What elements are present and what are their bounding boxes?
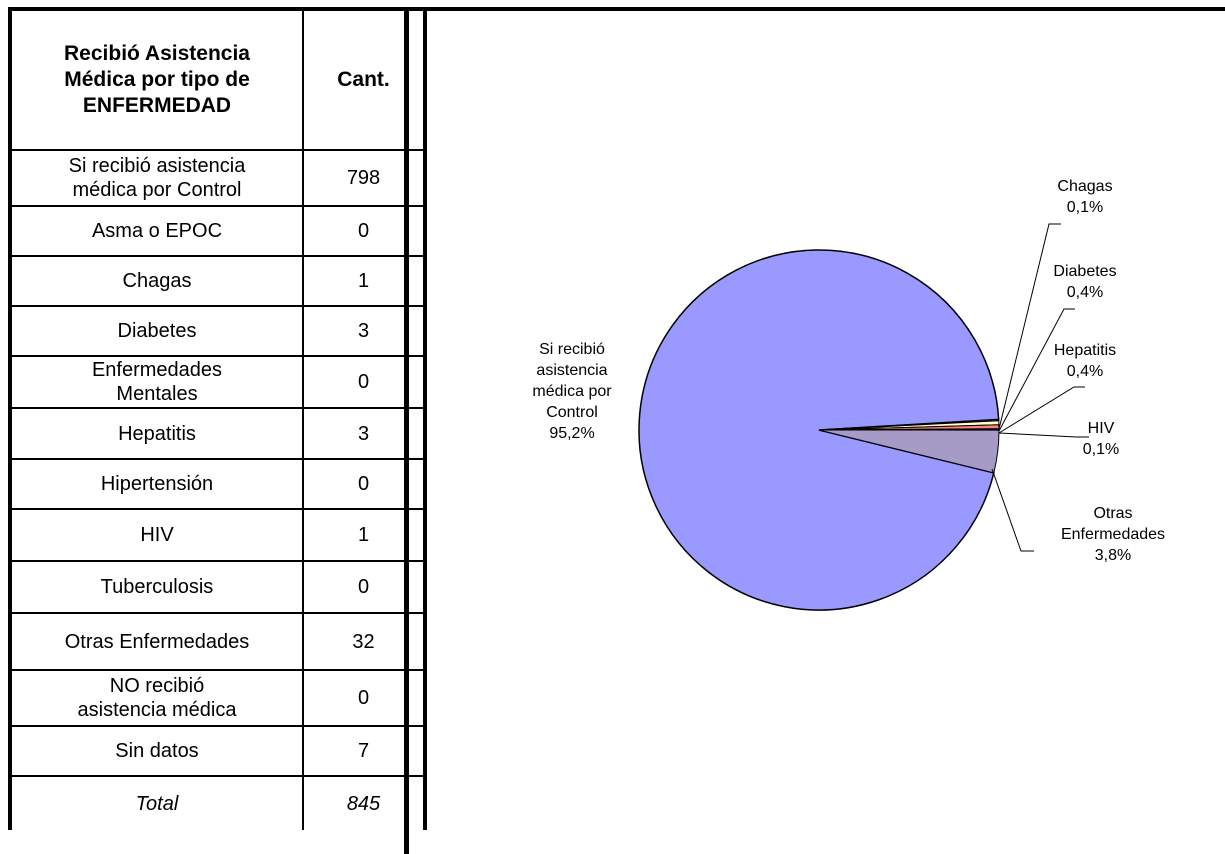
pie-label: 95,2% [549,425,594,442]
row-label: Sin datos [8,725,304,777]
row-label: Otras Enfermedades [8,612,304,671]
row-label-line: NO recibió [109,675,205,697]
leader-line [991,468,1034,552]
pie-label: Enfermedades [1061,526,1165,543]
row-label-line: Diabetes [117,320,197,342]
leader-line [998,308,1075,432]
table-row: Tuberculosis 0 [8,560,427,614]
pie-slice-si-recibi-asistencia-m-dica-por-control [638,249,1000,611]
row-label-line: Chagas [122,270,192,292]
row-label: Asma o EPOC [8,205,304,257]
pie-label: Hepatitis [1054,342,1116,359]
row-label-line: Hipertensión [100,473,214,495]
row-label: Hipertensión [8,458,304,510]
table-row: Asma o EPOC 0 [8,205,427,257]
row-label-line: asistencia médica [77,699,237,721]
total-label: Total [8,775,304,830]
leader-line [998,223,1061,430]
pie-label: asistencia [536,362,607,379]
column-separator [404,9,409,854]
table-row: Otras Enfermedades 32 [8,612,427,671]
row-label: NO recibió asistencia médica [8,669,304,727]
table-row: NO recibió asistencia médica 0 [8,669,427,727]
pie-label: médica por [532,383,612,400]
table-row: Sin datos 7 [8,725,427,777]
table-row: Si recibió asistencia médica por Control 7… [8,149,427,207]
leader-line [998,432,1089,438]
header-category: Recibió Asistencia Médica por tipo de ENFE… [8,9,304,151]
pie-label: 3,8% [1095,547,1131,564]
row-label-line: Otras Enfermedades [64,630,250,653]
row-label: Si recibió asistencia médica por Control [8,149,304,207]
leader-line [998,386,1085,434]
header-category-line: Recibió Asistencia [64,42,250,65]
pie-label: 0,4% [1067,284,1103,301]
row-label-line: Hepatitis [118,422,196,445]
row-label-line: médica por Control [72,179,242,201]
pie-label: Diabetes [1053,263,1116,280]
header-category-line: ENFERMEDAD [82,94,232,117]
table-row: Diabetes 3 [8,305,427,357]
row-label-line: Mentales [116,383,198,405]
pie-label: 0,4% [1067,363,1103,380]
pie-label: 0,1% [1083,441,1119,458]
row-label: Hepatitis [8,407,304,460]
pie-label: Si recibió [539,341,605,358]
total-row: Total 845 [8,775,427,830]
pie-chart: Si recibió asistencia médica por Control 95,… [532,178,1165,611]
row-label-line: Si recibió asistencia [68,155,246,177]
row-label-line: Enfermedades [91,359,223,381]
table-row: Enfermedades Mentales 0 [8,355,427,409]
pie-label: Control [546,404,598,421]
data-table: Recibió Asistencia Médica por tipo de ENFE… [8,9,427,830]
table-row: Hipertensión 0 [8,458,427,510]
row-label: Chagas [8,255,304,307]
row-label: Tuberculosis [8,560,304,614]
page-frame [8,7,1225,854]
pie-label: Chagas [1057,178,1112,195]
row-label: HIV [8,508,304,562]
row-label-line: Tuberculosis [100,576,214,598]
row-label-line: HIV [140,524,174,546]
pie-label: HIV [1088,420,1115,437]
pie-label: Otras [1093,505,1132,522]
table-row: Hepatitis 3 [8,407,427,460]
header-category-line: Médica por tipo de [64,68,250,91]
pie-label: 0,1% [1067,199,1103,216]
table-row: HIV 1 [8,508,427,562]
row-label: Enfermedades Mentales [8,355,304,409]
row-label-line: Sin datos [115,740,199,762]
row-label: Diabetes [8,305,304,357]
row-label-line: Asma o EPOC [91,220,223,242]
table-row: Chagas 1 [8,255,427,307]
